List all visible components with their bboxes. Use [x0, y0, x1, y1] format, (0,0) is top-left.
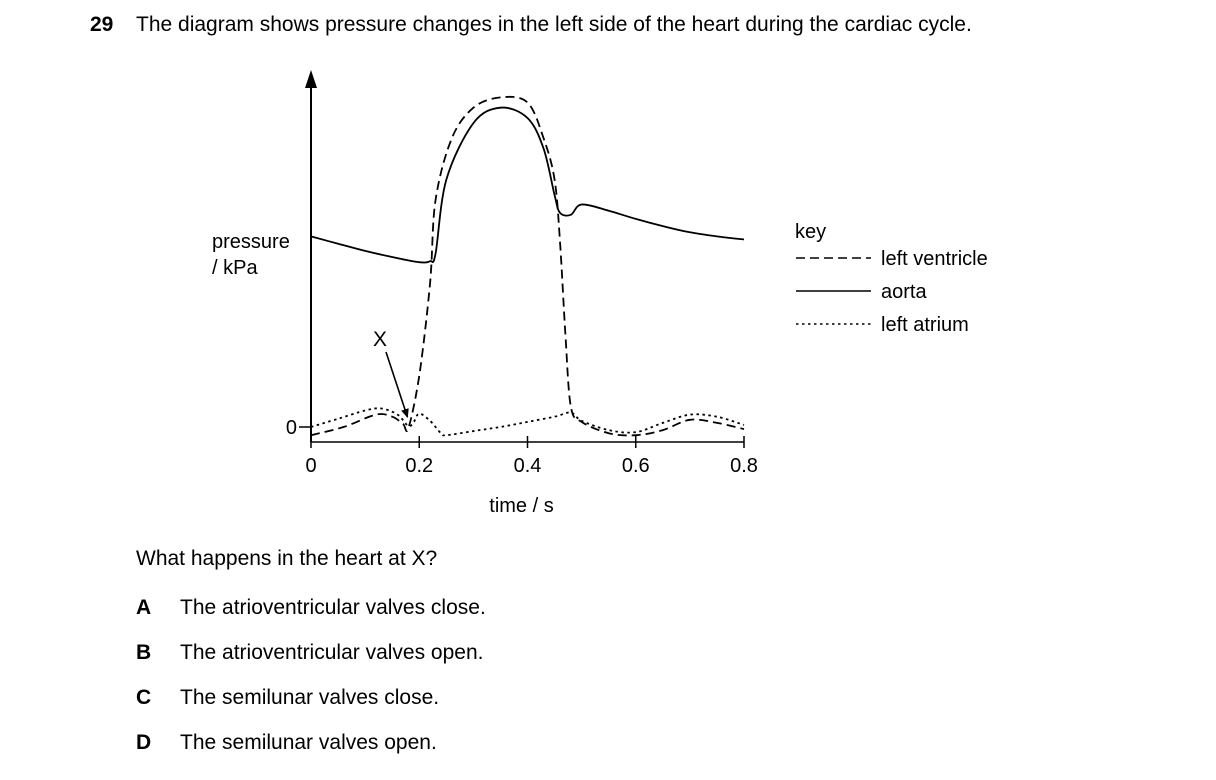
- option-b[interactable]: B The atrioventricular valves open.: [136, 641, 484, 665]
- legend-label: left atrium: [881, 314, 969, 336]
- option-a[interactable]: A The atrioventricular valves close.: [136, 596, 486, 620]
- series-line-aorta: [310, 106, 745, 264]
- option-d[interactable]: D The semilunar valves open.: [136, 731, 437, 755]
- question-text: The diagram shows pressure changes in th…: [136, 13, 972, 36]
- series-line-left-ventricle: [310, 95, 745, 437]
- x-tick-label: 0.4: [514, 455, 542, 477]
- question-number: 29: [90, 13, 114, 36]
- x-tick-label: 0.6: [622, 455, 650, 477]
- x-tick-label: 0.2: [405, 455, 433, 477]
- option-text: The semilunar valves close.: [180, 686, 440, 709]
- option-letter: A: [136, 596, 152, 619]
- option-text: The atrioventricular valves open.: [180, 641, 484, 664]
- option-text: The semilunar valves open.: [180, 731, 437, 754]
- annotation-label: X: [373, 328, 387, 351]
- x-axis-label: time / s: [489, 495, 553, 517]
- series-line-left-atrium: [310, 407, 745, 437]
- option-letter: D: [136, 731, 152, 754]
- y-axis-label: pressure: [212, 231, 290, 253]
- question-prompt: What happens in the heart at X?: [136, 547, 438, 570]
- chart-labels: 00 0.2 0.4 0.6 0.8 time / s pressure / kPa X: [212, 231, 758, 517]
- legend-label: aorta: [881, 281, 927, 303]
- option-letter: B: [136, 641, 152, 664]
- y-axis-unit: / kPa: [212, 257, 258, 279]
- annotation-arrow: [385, 351, 409, 418]
- chart-series: [310, 95, 745, 437]
- x-tick-label: 0.8: [730, 455, 758, 477]
- y-axis-arrow: [305, 70, 317, 88]
- option-c[interactable]: C The semilunar valves close.: [136, 686, 439, 710]
- x-tick-label: 0: [305, 455, 316, 477]
- key-title: key: [795, 221, 826, 243]
- legend-label: left ventricle: [881, 248, 988, 270]
- option-letter: C: [136, 686, 152, 709]
- y-tick-label: 0: [286, 417, 297, 439]
- option-text: The atrioventricular valves close.: [180, 596, 486, 619]
- chart-axes: [299, 70, 745, 448]
- chart-legend: key left ventricle aorta left atrium: [795, 221, 988, 336]
